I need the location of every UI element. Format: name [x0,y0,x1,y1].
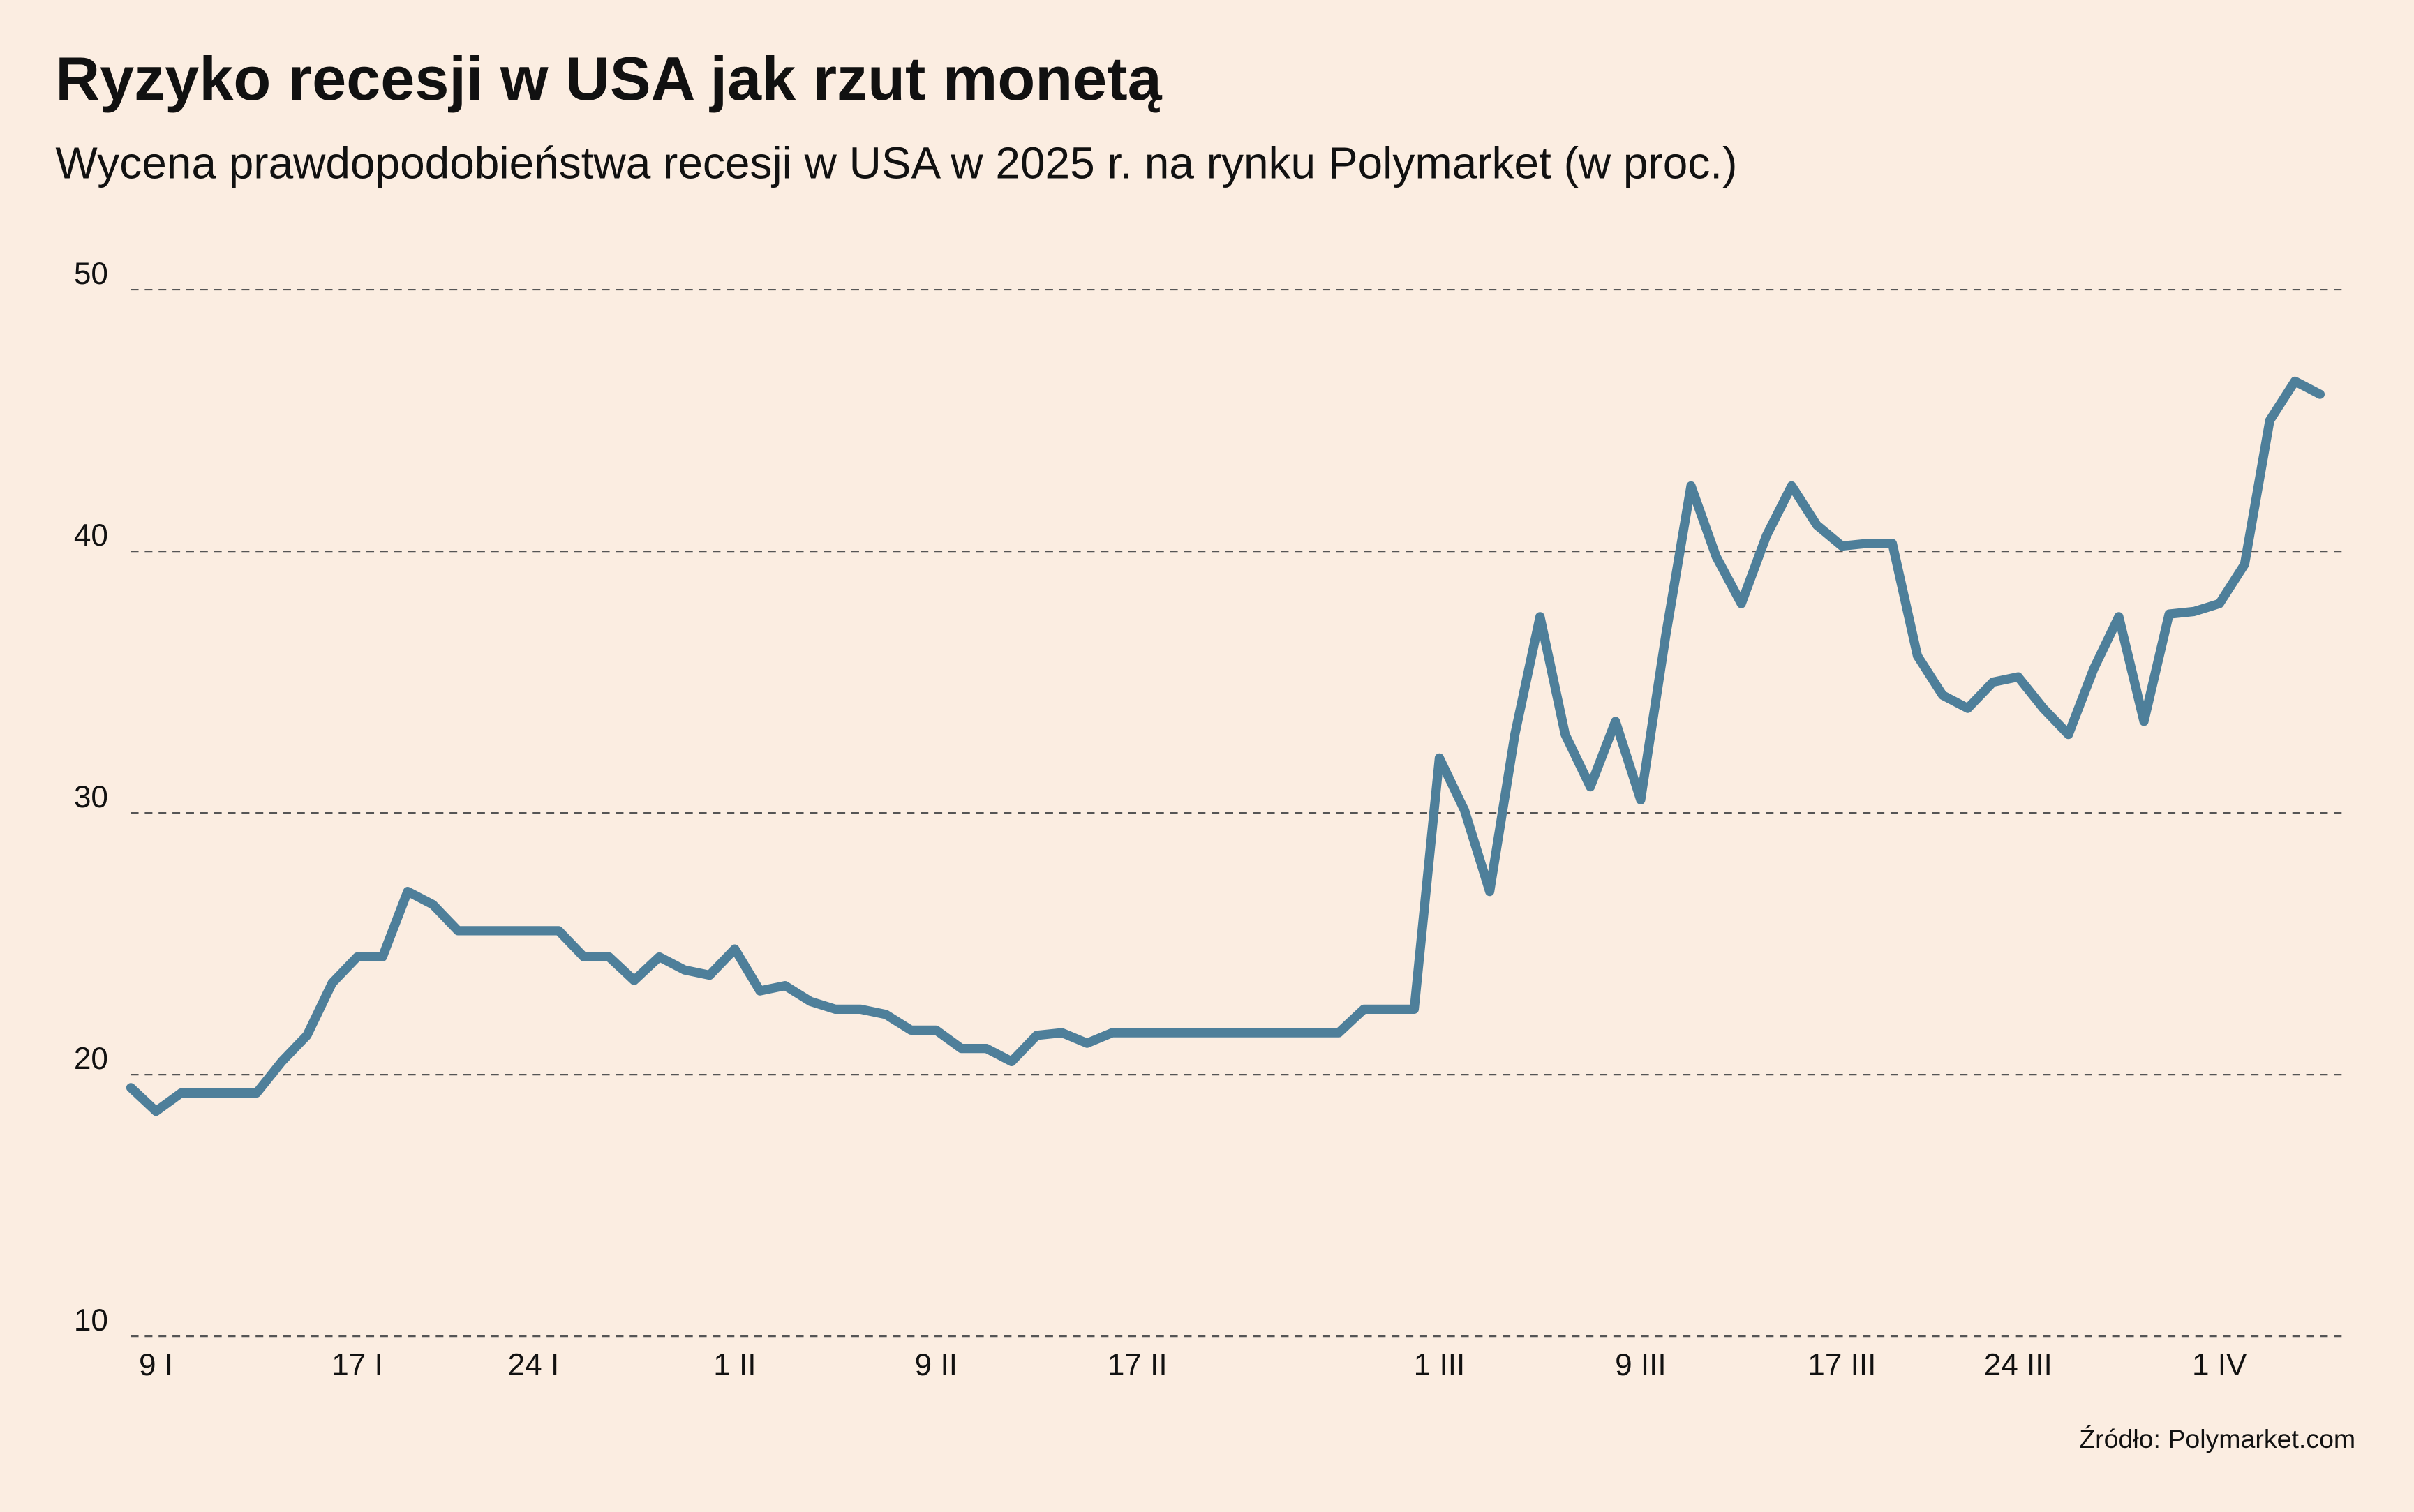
x-tick-label: 17 I [331,1348,383,1382]
y-tick-label: 20 [74,1042,108,1076]
x-tick-label: 9 I [139,1348,173,1382]
chart-title: Ryzyko recesji w USA jak rzut monetą [55,44,1162,113]
x-tick-label: 1 II [713,1348,756,1382]
x-tick-label: 9 II [915,1348,958,1382]
y-tick-label: 30 [74,780,108,814]
x-tick-label: 24 I [508,1348,560,1382]
x-tick-label: 1 III [1414,1348,1466,1382]
y-tick-label: 50 [74,257,108,291]
x-tick-label: 24 III [1984,1348,2052,1382]
x-tick-label: 9 III [1615,1348,1667,1382]
chart-subtitle: Wycena prawdopodobieństwa recesji w USA … [55,137,1737,188]
x-tick-label: 17 III [1808,1348,1876,1382]
y-tick-label: 10 [74,1303,108,1338]
x-tick-label: 1 IV [2192,1348,2247,1382]
y-tick-label: 40 [74,518,108,553]
source: Źródło: Polymarket.com [2079,1424,2355,1453]
data-line [126,376,2325,1116]
x-tick-label: 17 II [1108,1348,1168,1382]
